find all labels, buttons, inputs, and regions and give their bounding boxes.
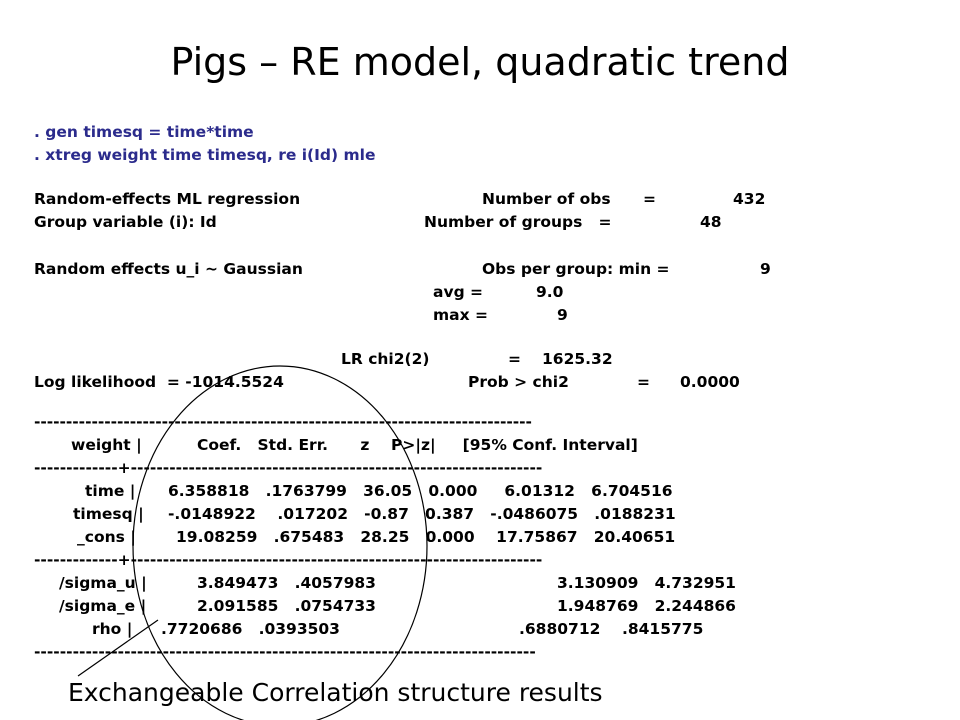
table-row-values: .7720686 .0393503 [161, 620, 340, 638]
model-name: Random-effects ML regression [34, 190, 301, 208]
pointer-line [77, 619, 159, 677]
lr-chi2-label: LR chi2(2) [341, 350, 430, 368]
table-bottom-rule: ----------------------------------------… [34, 643, 536, 661]
table-row-ci: .6880712 .8415775 [519, 620, 704, 638]
group-variable: Group variable (i): Id [34, 213, 217, 231]
obs-per-group-avg-value: 9.0 [536, 283, 564, 301]
table-row-var: timesq | [73, 505, 144, 523]
nobs-label: Number of obs = [482, 190, 656, 208]
slide-title: Pigs – RE model, quadratic trend [170, 40, 790, 84]
obs-per-group-max-label: max = [433, 306, 488, 324]
command-gen: . gen timesq = time*time [34, 123, 254, 141]
table-row-var: rho | [92, 620, 133, 638]
obs-per-group-min-label: Obs per group: min = [482, 260, 670, 278]
obs-per-group-max-value: 9 [557, 306, 568, 324]
lr-chi2-value: 1625.32 [542, 350, 613, 368]
table-row-values: 2.091585 .0754733 [197, 597, 376, 615]
log-likelihood: Log likelihood = -1014.5524 [34, 373, 284, 391]
table-row-var: /sigma_u | [59, 574, 147, 592]
table-header-depvar: weight | [71, 436, 142, 454]
table-row-values: 3.849473 .4057983 [197, 574, 376, 592]
prob-chi2-label: Prob > chi2 [468, 373, 569, 391]
prob-chi2-equals: = [637, 373, 650, 391]
table-row-var: time | [85, 482, 136, 500]
table-row-ci: 1.948769 2.244866 [557, 597, 736, 615]
caption: Exchangeable Correlation structure resul… [68, 678, 603, 707]
obs-per-group-min-value: 9 [760, 260, 771, 278]
prob-chi2-value: 0.0000 [680, 373, 740, 391]
command-xtreg: . xtreg weight time timesq, re i(Id) mle [34, 146, 376, 164]
table-header-columns: Coef. Std. Err. z P>|z| [95% Conf. Inter… [197, 436, 638, 454]
table-row-ci: 3.130909 4.732951 [557, 574, 736, 592]
nobs-value: 432 [733, 190, 766, 208]
table-row-var: /sigma_e | [59, 597, 147, 615]
table-mid-rule: -------------+--------------------------… [34, 551, 543, 569]
re-distribution: Random effects u_i ~ Gaussian [34, 260, 303, 278]
table-mid-rule: -------------+--------------------------… [34, 459, 543, 477]
ngroups-value: 48 [700, 213, 722, 231]
table-row-values: 19.08259 .675483 28.25 0.000 17.75867 20… [176, 528, 676, 546]
table-row-values: 6.358818 .1763799 36.05 0.000 6.01312 6.… [168, 482, 673, 500]
lr-chi2-equals: = [508, 350, 521, 368]
table-top-rule: ----------------------------------------… [34, 413, 532, 431]
highlight-circle [132, 365, 428, 720]
obs-per-group-avg-label: avg = [433, 283, 484, 301]
table-row-values: -.0148922 .017202 -0.87 0.387 -.0486075 … [168, 505, 676, 523]
ngroups-label: Number of groups = [424, 213, 612, 231]
